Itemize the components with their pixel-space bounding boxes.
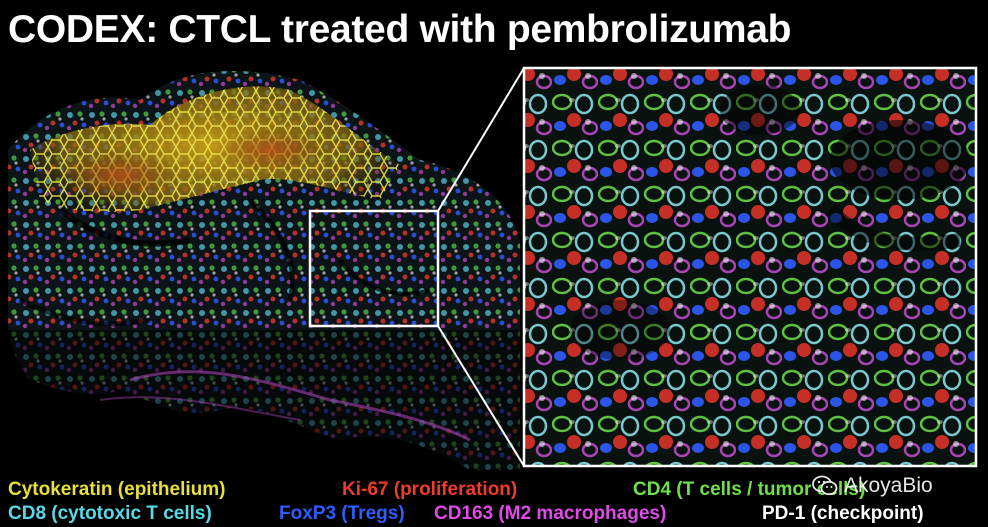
legend-cd4: CD4 (T cells / tumor cells)	[633, 479, 866, 500]
tissue-overview	[8, 71, 520, 470]
connector-line-bottom	[437, 325, 525, 467]
legend-foxp3: FoxP3 (Tregs)	[279, 503, 405, 524]
connector-line-top	[437, 67, 525, 212]
legend-cd8: CD8 (cytotoxic T cells)	[8, 503, 212, 524]
zoom-inset	[522, 66, 978, 468]
zoom-region-box	[308, 209, 440, 328]
watermark: AkoyaBio	[812, 473, 933, 499]
page-title: CODEX: CTCL treated with pembrolizumab	[8, 8, 792, 51]
legend-cd163: CD163 (M2 macrophages)	[434, 503, 667, 524]
wechat-icon	[812, 475, 838, 497]
watermark-text: AkoyaBio	[844, 474, 933, 497]
legend-pd1: PD-1 (checkpoint)	[762, 503, 924, 524]
legend-ki67: Ki-67 (proliferation)	[342, 479, 518, 500]
legend-cytokeratin: Cytokeratin (epithelium)	[8, 479, 226, 500]
